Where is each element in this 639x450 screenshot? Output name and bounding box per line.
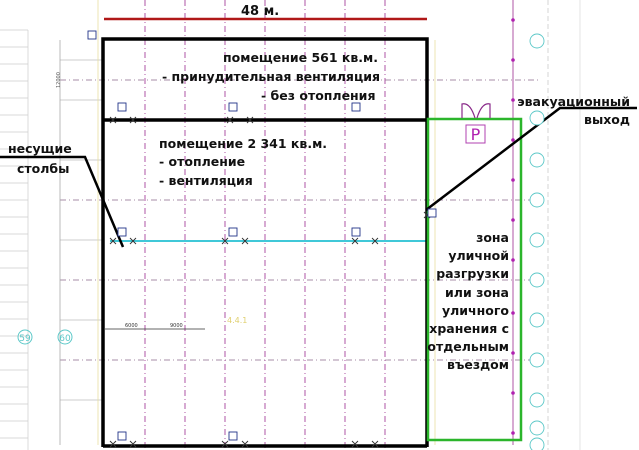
column-marker <box>221 440 229 448</box>
boundary-dot <box>511 351 515 355</box>
boundary-dot <box>511 58 515 62</box>
column-marker <box>371 440 379 448</box>
axis-label-59: 59 <box>19 334 31 344</box>
axis-markers-right <box>529 33 545 450</box>
axis-marker <box>529 232 545 248</box>
room-upper-line-2: - без отопления <box>261 88 376 103</box>
zone-line: или зона <box>445 284 509 300</box>
equipment-tag <box>228 227 238 237</box>
boundary-dot <box>511 431 515 435</box>
room-main-title: помещение 2 341 кв.м. <box>159 136 328 151</box>
dimension-label: 48 м. <box>241 4 280 19</box>
equipment-tag <box>427 208 437 218</box>
zone-line: уличной <box>448 248 509 264</box>
exit-callout-line-2: выход <box>584 112 630 127</box>
equipment-tag <box>117 102 127 112</box>
column-marker <box>241 440 249 448</box>
column-marker <box>371 237 379 245</box>
boundary-dot <box>511 18 515 22</box>
callout-leader-exit <box>425 106 637 211</box>
columns-callout-line-2: столбы <box>17 161 70 176</box>
equipment-tag <box>87 30 97 40</box>
room-code: 4.4.1 <box>227 316 247 325</box>
room-main-line-1: - отопление <box>159 154 246 169</box>
axis-label-60: 60 <box>59 334 71 344</box>
column-marker <box>129 116 137 124</box>
column-marker <box>246 116 254 124</box>
axis-marker <box>529 192 545 208</box>
column-marker <box>109 116 117 124</box>
axis-marker <box>529 312 545 328</box>
grid-lines <box>59 0 581 450</box>
equipment-tag <box>228 102 238 112</box>
column-marker <box>129 237 137 245</box>
dim-6000: 6000 <box>125 323 138 329</box>
boundary-dot <box>511 98 515 102</box>
column-marker <box>221 237 229 245</box>
equipment-tag <box>117 227 127 237</box>
room-upper-title: помещение 561 кв.м. <box>223 50 378 65</box>
zone-line: разгрузки <box>436 266 509 282</box>
zone-callout: зона уличной разгрузки или зона уличного… <box>427 229 509 375</box>
column-marker <box>129 440 137 448</box>
axis-marker <box>529 437 545 450</box>
left-table-lines <box>0 29 29 450</box>
axis-marker <box>529 392 545 408</box>
equipment-tag <box>117 431 127 441</box>
axis-marker <box>529 33 545 49</box>
axis-marker <box>529 152 545 168</box>
zone-line: зона <box>476 230 509 245</box>
axis-markers-left <box>17 329 73 345</box>
column-marker <box>351 440 359 448</box>
dim-9000: 9000 <box>170 323 183 329</box>
parking-sign-frame <box>465 124 486 144</box>
column-marker <box>109 237 117 245</box>
span-dim: 12000 <box>56 72 62 88</box>
room-main-line-2: - вентиляция <box>159 173 253 188</box>
boundary-dot <box>511 391 515 395</box>
axis-marker <box>529 352 545 368</box>
boundary-dot <box>511 178 515 182</box>
outdoor-zone-outline <box>426 117 523 442</box>
axis-marker <box>529 272 545 288</box>
column-marker <box>226 116 234 124</box>
columns-callout-line-1: несущие <box>8 141 72 156</box>
axis-marker <box>529 110 545 126</box>
exit-callout-line-1: эвакуационный <box>517 94 630 109</box>
door-icon <box>461 103 491 119</box>
column-marker <box>109 440 117 448</box>
parking-sign: P <box>471 125 481 144</box>
callout-leader-columns <box>0 155 125 248</box>
column-marker <box>241 237 249 245</box>
column-markers <box>87 30 437 448</box>
zone-line: въездом <box>447 357 509 373</box>
zone-line: отдельным <box>427 339 509 355</box>
zone-line: уличного <box>442 302 509 318</box>
zone-line: хранения с <box>429 321 509 337</box>
equipment-tag <box>228 431 238 441</box>
equipment-tag <box>351 227 361 237</box>
axis-marker <box>529 420 545 436</box>
boundary-dot <box>511 311 515 315</box>
room-upper-line-1: - принудительная вентиляция <box>162 69 381 84</box>
column-marker <box>351 237 359 245</box>
boundary-dot <box>511 138 515 142</box>
boundary-dot <box>511 258 515 262</box>
boundary-dot <box>511 218 515 222</box>
equipment-tag <box>351 102 361 112</box>
